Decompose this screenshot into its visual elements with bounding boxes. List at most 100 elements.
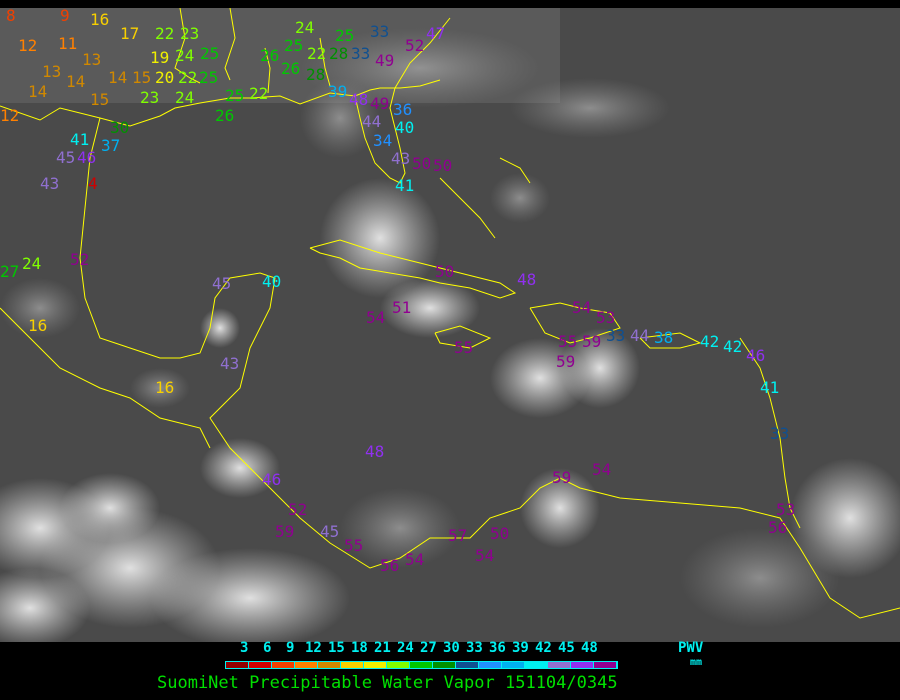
- legend-swatch: [594, 662, 617, 668]
- station-pwv-label: 26: [260, 46, 280, 65]
- station-pwv-label: 41: [760, 378, 780, 397]
- legend-swatch: [571, 662, 594, 668]
- station-pwv-label: 16: [155, 378, 175, 397]
- station-pwv-label: 17: [120, 24, 140, 43]
- coastline: [499, 157, 531, 184]
- station-pwv-label: 51: [392, 298, 412, 317]
- station-pwv-label: 14: [108, 68, 128, 87]
- station-pwv-label: 55: [454, 338, 474, 357]
- legend-swatch: [249, 662, 272, 668]
- legend-tick-label: 21: [374, 640, 391, 656]
- cloud: [150, 548, 350, 642]
- legend-swatch: [272, 662, 295, 668]
- station-pwv-label: 53: [596, 308, 616, 327]
- station-pwv-label: 52: [70, 250, 90, 269]
- station-pwv-label: 43: [391, 149, 411, 168]
- cloud: [200, 438, 280, 498]
- legend-swatch: [456, 662, 479, 668]
- station-pwv-label: 45: [56, 148, 76, 167]
- station-pwv-label: 28: [306, 65, 326, 84]
- station-pwv-label: 22: [178, 68, 198, 87]
- cloud: [320, 178, 440, 298]
- station-pwv-label: 33: [351, 44, 371, 63]
- coastline: [79, 117, 900, 619]
- station-pwv-label: 25: [199, 68, 219, 87]
- station-pwv-label: 33: [770, 424, 790, 443]
- station-pwv-label: 28: [329, 44, 349, 63]
- coastline: [309, 239, 517, 299]
- station-pwv-label: 50: [490, 524, 510, 543]
- legend-swatch: [341, 662, 364, 668]
- station-pwv-label: 57: [448, 526, 468, 545]
- station-pwv-label: 24: [295, 18, 315, 37]
- legend-swatch: [295, 662, 318, 668]
- station-pwv-label: 33: [606, 326, 626, 345]
- station-pwv-label: 55: [558, 332, 578, 351]
- station-pwv-label: 25: [200, 44, 220, 63]
- station-pwv-label: 39: [328, 82, 348, 101]
- station-pwv-label: 49: [375, 51, 395, 70]
- station-pwv-label: 22: [307, 44, 327, 63]
- station-pwv-label: 15: [90, 90, 110, 109]
- station-pwv-label: 11: [58, 34, 78, 53]
- cloud: [0, 278, 80, 338]
- station-pwv-label: 54: [366, 308, 386, 327]
- station-pwv-label: 36: [393, 100, 413, 119]
- legend-tick-label: 48: [581, 640, 598, 656]
- station-pwv-label: 42: [723, 337, 743, 356]
- station-pwv-label: 54: [572, 298, 592, 317]
- station-pwv-label: 54: [592, 460, 612, 479]
- satellite-image: 8 9 16 17 12 11 13 14 14 15 13 14 15 12 22 23 19 24 25 20 22…: [0, 8, 900, 642]
- station-pwv-label: 24: [175, 46, 195, 65]
- station-pwv-label: 43: [40, 174, 60, 193]
- station-pwv-label: 42: [700, 332, 720, 351]
- station-pwv-label: 8: [6, 8, 16, 25]
- station-pwv-label: 41: [70, 130, 90, 149]
- station-pwv-label: 19: [150, 48, 170, 67]
- legend-tick-label: 24: [397, 640, 414, 656]
- legend-swatch: [226, 662, 249, 668]
- station-pwv-label: 4: [88, 174, 98, 193]
- station-pwv-label: 23: [140, 88, 160, 107]
- station-pwv-label: 26: [281, 59, 301, 78]
- legend-color-bar: [225, 661, 618, 669]
- legend-tick-label: 36: [489, 640, 506, 656]
- station-pwv-label: 25: [225, 86, 245, 105]
- legend-tick-label: 6: [263, 640, 272, 656]
- station-pwv-label: 46: [262, 470, 282, 489]
- station-pwv-label: 33: [370, 22, 390, 41]
- station-pwv-label: 40: [395, 118, 415, 137]
- station-pwv-label: 13: [82, 50, 102, 69]
- station-labels: 8 9 16 17 12 11 13 14 14 15 13 14 15 12 22 23 19 24 25 20 22…: [0, 8, 900, 642]
- cloud: [130, 368, 190, 408]
- image-caption: SuomiNet Precipitable Water Vapor 151104…: [157, 673, 618, 693]
- station-pwv-label: 43: [220, 354, 240, 373]
- station-pwv-label: 14: [28, 82, 48, 101]
- legend-tick-label: 30: [443, 640, 460, 656]
- legend-tick-label: 12: [305, 640, 322, 656]
- station-pwv-label: 44: [630, 326, 650, 345]
- cloud: [340, 488, 460, 568]
- legend-swatch: [387, 662, 410, 668]
- station-pwv-label: 12: [0, 106, 20, 125]
- station-pwv-label: 54: [475, 546, 495, 565]
- cloud: [60, 473, 160, 543]
- station-pwv-label: 48: [365, 442, 385, 461]
- coastline: [264, 47, 271, 94]
- station-pwv-label: 50: [435, 262, 455, 281]
- station-pwv-label: 15: [132, 68, 152, 87]
- legend-swatch: [364, 662, 387, 668]
- legend-swatch: [525, 662, 548, 668]
- station-pwv-label: 25: [335, 26, 355, 45]
- station-pwv-label: 53: [776, 500, 796, 519]
- station-pwv-label: 34: [373, 131, 393, 150]
- cloud: [680, 528, 840, 628]
- station-pwv-label: 40: [262, 272, 282, 291]
- station-pwv-label: 50: [412, 154, 432, 173]
- station-pwv-label: 16: [28, 316, 48, 335]
- legend-tick-label: 42: [535, 640, 552, 656]
- coastline: [319, 37, 331, 87]
- color-legend: 3 6 9 12 15 18 21 24 27 30 33 36 39 42 45 48: [0, 640, 900, 660]
- legend-swatch: [548, 662, 571, 668]
